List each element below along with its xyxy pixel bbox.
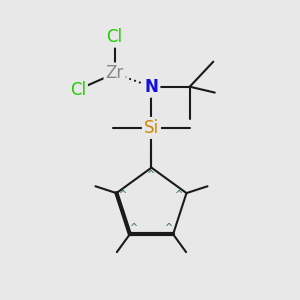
Text: ^: ^ — [130, 223, 138, 233]
Text: ^: ^ — [165, 223, 173, 233]
Text: ^: ^ — [176, 190, 184, 200]
Text: N: N — [145, 78, 158, 96]
Text: Zr: Zr — [106, 64, 124, 82]
Text: Si: Si — [144, 119, 159, 137]
Text: Cl: Cl — [106, 28, 123, 46]
Text: ^: ^ — [147, 170, 155, 180]
Text: Cl: Cl — [70, 81, 86, 99]
Text: ^: ^ — [119, 190, 128, 200]
